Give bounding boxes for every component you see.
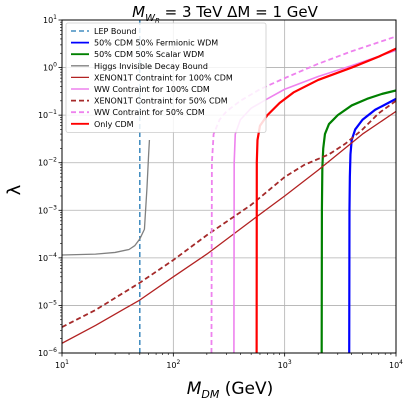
y-tick-label-0: 10−6 [38,347,57,358]
legend-label-ww-contraint-for-50-cdm: WW Contraint for 50% CDM [94,108,205,117]
x-axis-label: MDM (GeV) [187,379,274,401]
legend-label-lep-bound: LEP Bound [94,27,136,36]
title-rest: = 3 TeV ΔM = 1 GeV [160,3,319,21]
y-tick-label-2: 10−4 [38,252,57,263]
legend-label-higgs-invisible-decay-bound: Higgs Invisible Decay Bound [94,62,208,71]
y-tick-label-1: 10−5 [38,299,57,310]
x-tick-label-3: 104 [389,359,403,370]
series-line-xenon1t-contraint-for-100-cdm [62,110,396,344]
legend-box [65,22,267,133]
x-tick-label-0: 101 [55,359,69,370]
legend: LEP Bound 50% CDM 50% Fermionic WDM 50% CD… [65,22,267,133]
series-line-xenon1t-contraint-for-50-cdm [62,100,396,328]
series-line-ww-contraint-for-50-cdm [210,35,396,353]
legend-label-xenon1t-contraint-for-50-cdm: XENON1T Contraint for 50% CDM [94,97,228,106]
x-tick-label-1: 102 [166,359,180,370]
series-line-50-cdm-50-fermionic-wdm [348,97,396,353]
tick-group: 101 102 103 104 10−6 10−5 10−4 10−3 10−2 10−1 100 1… [38,14,403,370]
series-line-50-cdm-50-scalar-wdm [320,89,396,353]
title-sub: W [145,13,156,24]
y-axis-label: λ [4,184,25,195]
series-line-higgs-invisible-decay-bound [62,139,151,256]
legend-label-ww-contraint-for-100-cdm: WW Contraint for 100% CDM [94,85,210,94]
legend-label-50-cdm-50-scalar-wdm: 50% CDM 50% Scalar WDM [94,50,204,59]
y-tick-label-7: 101 [43,14,57,25]
y-tick-label-6: 100 [43,62,57,73]
y-tick-label-5: 10−1 [38,109,57,120]
y-tick-label-3: 10−3 [38,204,57,215]
x-tick-label-2: 103 [278,359,292,370]
legend-label-only-cdm: Only CDM [94,120,134,129]
x-label-unit: (GeV) [219,379,273,399]
plot-frame [61,19,397,354]
x-label-symbol: M [187,379,202,399]
x-label-sub: DM [201,388,219,401]
y-tick-label-4: 10−2 [38,157,57,168]
chart-title: MWR = 3 TeV ΔM = 1 GeV [132,3,318,25]
title-subsub: R [155,17,160,25]
legend-label-50-cdm-50-fermionic-wdm: 50% CDM 50% Fermionic WDM [94,39,218,48]
series-line-only-cdm [255,47,396,353]
legend-label-xenon1t-contraint-for-100-cdm: XENON1T Contraint for 100% CDM [94,73,233,82]
series-group [62,20,396,353]
title-m: M [132,3,145,21]
